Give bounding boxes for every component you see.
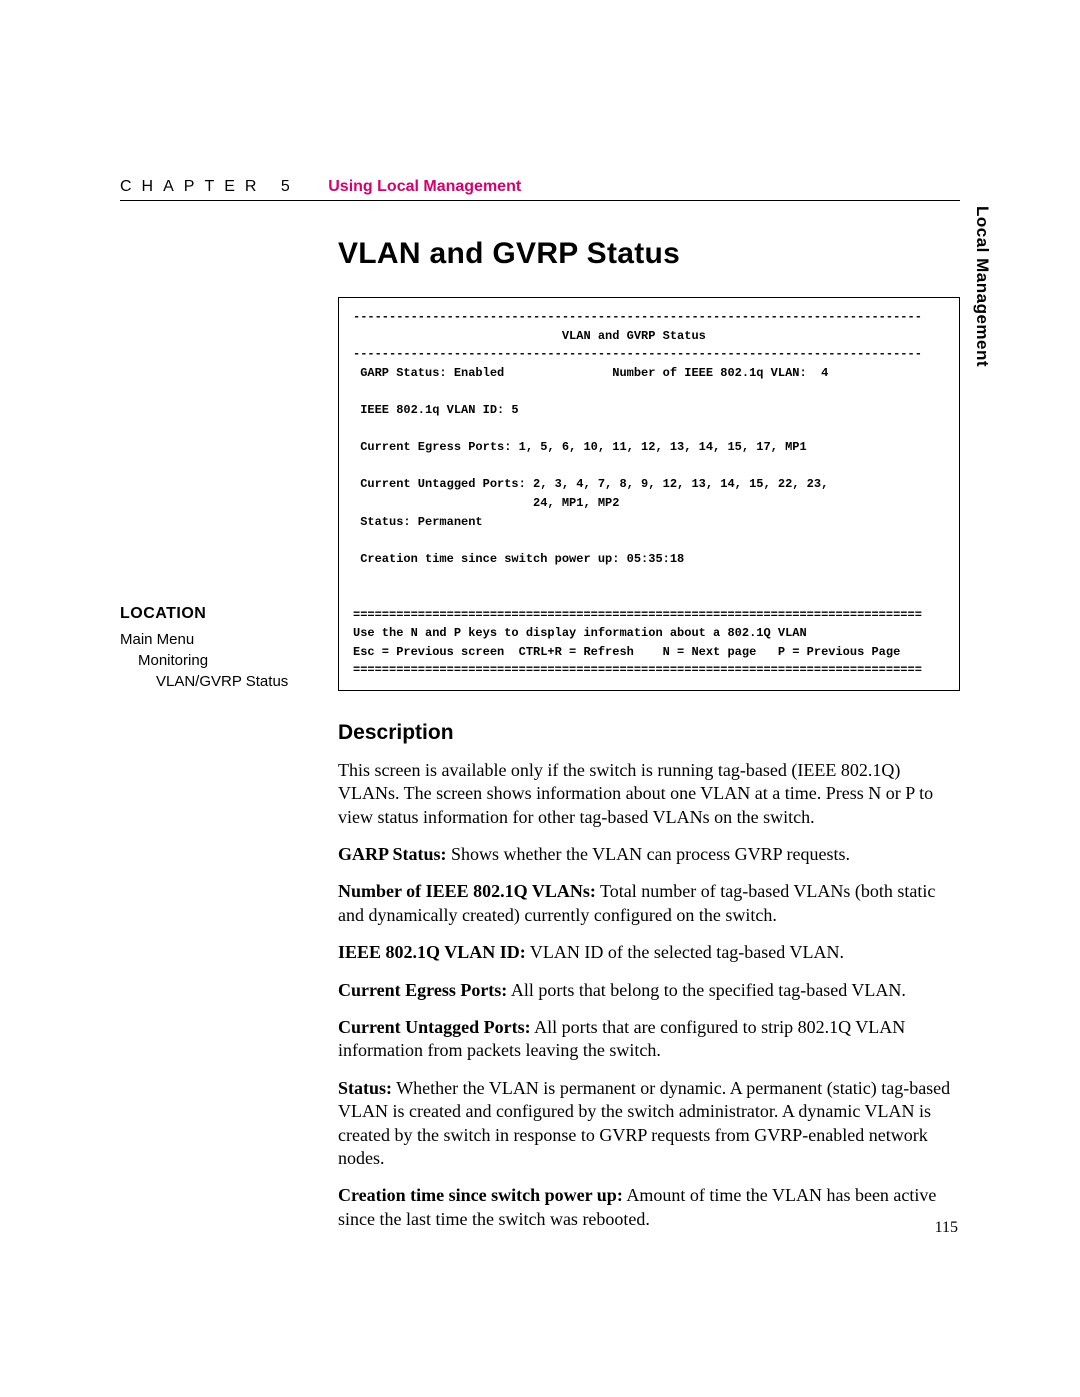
content-row: LOCATION Main Menu Monitoring VLAN/GVRP … (120, 237, 960, 1245)
desc-item: GARP Status: Shows whether the VLAN can … (338, 843, 960, 866)
desc-label: IEEE 802.1Q VLAN ID: (338, 942, 526, 962)
page-number: 115 (935, 1219, 958, 1237)
side-tab: Local Management (972, 206, 992, 367)
chapter-title: Using Local Management (328, 178, 521, 195)
term-line: Creation time since switch power up: 05:… (353, 552, 684, 566)
term-line: ========================================… (353, 663, 922, 677)
term-line: Use the N and P keys to display informat… (353, 626, 807, 640)
main-column: VLAN and GVRP Status -------------------… (338, 237, 960, 1245)
desc-text: Whether the VLAN is permanent or dynamic… (338, 1078, 950, 1168)
desc-text: All ports that belong to the specified t… (507, 980, 906, 1000)
term-line: ========================================… (353, 608, 922, 622)
desc-item: IEEE 802.1Q VLAN ID: VLAN ID of the sele… (338, 941, 960, 964)
term-line: 24, MP1, MP2 (353, 496, 619, 510)
desc-label: Number of IEEE 802.1Q VLANs: (338, 881, 596, 901)
desc-label: Current Untagged Ports: (338, 1017, 531, 1037)
description-intro: This screen is available only if the swi… (338, 759, 960, 829)
term-line: IEEE 802.1q VLAN ID: 5 (353, 403, 519, 417)
location-heading: LOCATION (120, 605, 310, 623)
term-line: Current Untagged Ports: 2, 3, 4, 7, 8, 9… (353, 477, 828, 491)
desc-item: Number of IEEE 802.1Q VLANs: Total numbe… (338, 880, 960, 927)
desc-label: Current Egress Ports: (338, 980, 507, 1000)
desc-text: Shows whether the VLAN can process GVRP … (447, 844, 850, 864)
desc-item: Creation time since switch power up: Amo… (338, 1184, 960, 1231)
desc-label: Creation time since switch power up: (338, 1185, 623, 1205)
chapter-label: CHAPTER 5 (120, 178, 300, 195)
location-item-3: VLAN/GVRP Status (156, 673, 310, 690)
term-line: ----------------------------------------… (353, 347, 922, 361)
main-title: VLAN and GVRP Status (338, 237, 960, 271)
desc-label: Status: (338, 1078, 392, 1098)
page-header: CHAPTER 5 Using Local Management (120, 178, 960, 201)
term-line: VLAN and GVRP Status (353, 329, 706, 343)
desc-item: Status: Whether the VLAN is permanent or… (338, 1077, 960, 1171)
term-line: ----------------------------------------… (353, 310, 922, 324)
term-line: GARP Status: Enabled Number of IEEE 802.… (353, 366, 828, 380)
term-line: Status: Permanent (353, 515, 483, 529)
location-sidebar: LOCATION Main Menu Monitoring VLAN/GVRP … (120, 237, 310, 1245)
term-line: Esc = Previous screen CTRL+R = Refresh N… (353, 645, 900, 659)
location-item-1: Main Menu (120, 631, 310, 648)
desc-item: Current Untagged Ports: All ports that a… (338, 1016, 960, 1063)
term-line: Current Egress Ports: 1, 5, 6, 10, 11, 1… (353, 440, 807, 454)
desc-item: Current Egress Ports: All ports that bel… (338, 979, 960, 1002)
desc-text: VLAN ID of the selected tag-based VLAN. (526, 942, 844, 962)
description-heading: Description (338, 721, 960, 745)
page-container: CHAPTER 5 Using Local Management Local M… (0, 0, 1080, 1305)
desc-label: GARP Status: (338, 844, 447, 864)
description-body: This screen is available only if the swi… (338, 759, 960, 1231)
location-item-2: Monitoring (138, 652, 310, 669)
terminal-screenshot: ----------------------------------------… (338, 297, 960, 691)
